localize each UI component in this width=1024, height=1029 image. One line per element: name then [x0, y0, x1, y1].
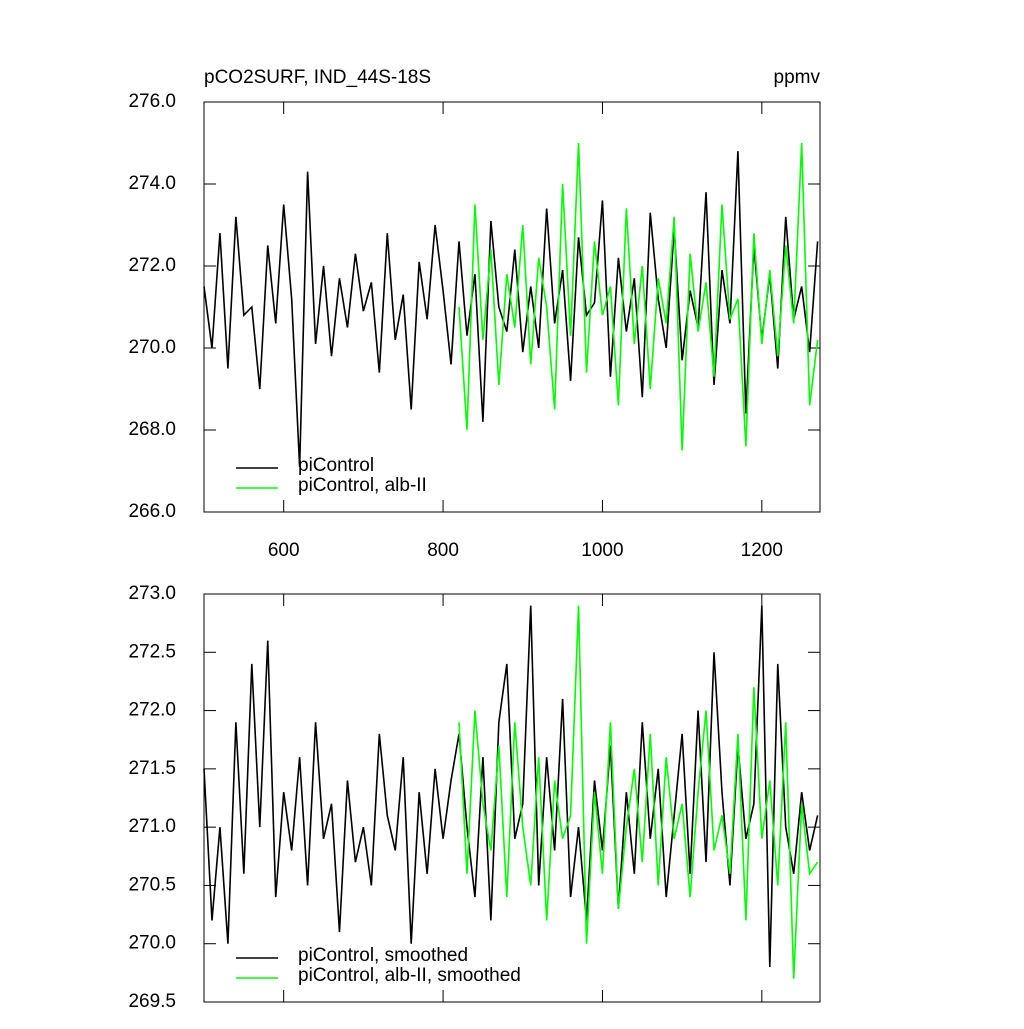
units-label: ppmv — [774, 67, 821, 88]
series-line — [458, 142, 819, 451]
legend-label: piControl, alb-II — [298, 475, 427, 496]
series-line — [203, 605, 819, 968]
legend-label: piControl, smoothed — [298, 945, 468, 966]
y-tick-label: 270.5 — [128, 874, 176, 895]
legend-label: piControl — [298, 455, 374, 476]
series-line — [458, 605, 819, 979]
legend-label: piControl, alb-II, smoothed — [298, 965, 521, 986]
y-tick-label: 270.0 — [128, 933, 176, 954]
y-tick-label: 273.0 — [128, 583, 176, 604]
y-tick-label: 268.0 — [128, 419, 176, 440]
x-tick-label: 800 — [427, 540, 459, 561]
chart-title: pCO2SURF, IND_44S-18S — [204, 67, 431, 88]
y-tick-label: 272.0 — [128, 255, 176, 276]
y-tick-label: 274.0 — [128, 173, 176, 194]
plot-frame — [203, 101, 821, 513]
y-tick-label: 270.0 — [128, 337, 176, 358]
y-tick-label: 272.0 — [128, 700, 176, 721]
plot-frame — [203, 593, 821, 1003]
y-tick-label: 272.5 — [128, 641, 176, 662]
x-tick-label: 1200 — [741, 540, 783, 561]
y-tick-label: 266.0 — [128, 501, 176, 522]
y-tick-label: 271.5 — [128, 758, 176, 779]
y-tick-label: 269.5 — [128, 991, 176, 1012]
y-tick-label: 276.0 — [128, 91, 176, 112]
x-tick-label: 1000 — [581, 540, 623, 561]
y-tick-label: 271.0 — [128, 816, 176, 837]
series-line — [203, 151, 819, 467]
x-tick-label: 600 — [268, 540, 300, 561]
